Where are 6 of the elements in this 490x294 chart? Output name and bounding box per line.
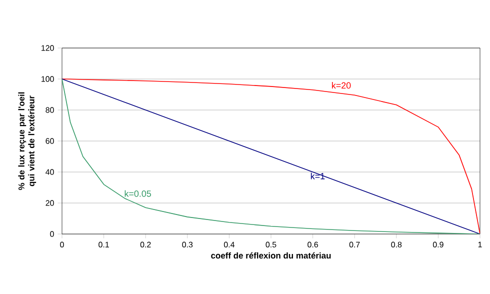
series-label: k=1 [310,172,325,180]
line-series [62,78,480,234]
series-label: k=20 [332,82,351,89]
y-axis-title: % de lux reçue par l'oeil qui vient de l'extérieur [18,92,36,190]
x-axis-title: coeff de réflexion du matériau [211,252,331,259]
series-label: k=0.05 [124,190,152,197]
